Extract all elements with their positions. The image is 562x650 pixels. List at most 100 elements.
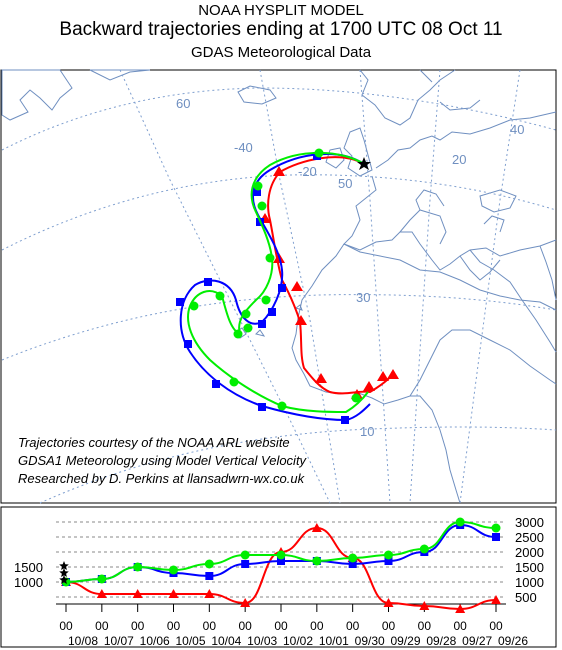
grid-label-lat-50: 50 xyxy=(338,176,352,191)
series-marker-circle xyxy=(204,559,214,569)
xlabel-date: 10/04 xyxy=(211,634,241,648)
marker-green xyxy=(314,148,324,158)
marker-red xyxy=(377,371,389,381)
start-star xyxy=(59,568,69,577)
marker-red xyxy=(315,373,327,383)
marker-green xyxy=(351,393,361,403)
model-name: NOAA HYSPLIT MODEL xyxy=(198,2,364,19)
map-graticule xyxy=(1,69,557,504)
marker-red xyxy=(273,166,285,176)
chart-title: Backward trajectories ending at 1700 UTC… xyxy=(59,19,503,40)
xlabel-time: 00 xyxy=(453,619,467,633)
series-marker-circle xyxy=(491,523,501,533)
start-star xyxy=(59,575,69,584)
marker-blue xyxy=(258,320,266,328)
xlabel-time: 00 xyxy=(489,619,503,633)
trajectory-red xyxy=(259,156,399,399)
height-chart-lines xyxy=(61,517,501,613)
xlabel-time: 00 xyxy=(131,619,145,633)
height-chart-grid xyxy=(56,521,506,612)
xlabel-date: 09/30 xyxy=(355,634,385,648)
map-frame xyxy=(0,69,557,504)
credit-line-2: GDSA1 Meteorology using Model Vertical V… xyxy=(18,453,308,468)
marker-blue xyxy=(176,298,184,306)
credit-line-3: Researched by D. Perkins at llansadwrn-w… xyxy=(18,471,306,486)
marker-green xyxy=(253,181,263,191)
marker-green xyxy=(243,323,253,333)
marker-green xyxy=(261,295,271,305)
series-marker-circle xyxy=(97,574,107,584)
marker-green xyxy=(189,301,199,311)
marker-blue xyxy=(341,416,349,424)
ylabel-right: 3000 xyxy=(515,515,544,530)
series-marker-square xyxy=(384,557,393,565)
series-marker-circle xyxy=(419,544,429,554)
xlabel-time: 00 xyxy=(238,619,252,633)
source-star xyxy=(357,157,371,170)
series-marker-square xyxy=(277,557,285,565)
xlabel-time: 00 xyxy=(346,619,360,633)
xlabel-date: 10/06 xyxy=(140,634,170,648)
ylabel-right: 2500 xyxy=(515,530,544,545)
trajectory-green xyxy=(187,148,369,414)
marker-green xyxy=(229,377,239,387)
xlabel-date: 10/07 xyxy=(104,634,134,648)
series-marker-square xyxy=(205,572,214,580)
series-marker-triangle xyxy=(240,598,251,607)
marker-blue xyxy=(184,340,192,348)
marker-blue xyxy=(253,188,261,196)
marker-green xyxy=(265,253,275,263)
xlabel-date: 09/27 xyxy=(462,634,492,648)
map-grid-labels: 60 50 40 30 -40 -20 20 10 xyxy=(176,96,524,439)
marker-green xyxy=(215,291,225,301)
series-marker-circle xyxy=(312,556,322,566)
xlabel-date: 09/28 xyxy=(426,634,456,648)
xlabel-date: 10/05 xyxy=(175,634,205,648)
xlabel-date: 10/02 xyxy=(283,634,313,648)
xlabel-date: 09/26 xyxy=(498,634,528,648)
marker-blue xyxy=(268,308,276,316)
series-marker-triangle xyxy=(491,595,501,604)
series-marker-circle xyxy=(133,562,143,572)
grid-label-lon-40: 40 xyxy=(510,122,524,137)
marker-blue xyxy=(204,278,212,286)
ylabel-right: 1500 xyxy=(515,560,544,575)
ylabel-right: 2000 xyxy=(515,545,544,560)
marker-green xyxy=(277,401,287,411)
xlabel-time: 00 xyxy=(95,619,109,633)
xlabel-time: 00 xyxy=(382,619,396,633)
start-star xyxy=(59,561,69,570)
map-coastlines xyxy=(1,69,557,504)
series-marker-triangle xyxy=(132,589,143,598)
series-marker-triangle xyxy=(204,589,215,598)
series-marker-circle xyxy=(384,550,393,560)
series-marker-circle xyxy=(240,550,250,560)
ylabel-left: 1000 xyxy=(14,575,43,590)
marker-green xyxy=(257,201,267,211)
xlabel-time: 00 xyxy=(167,619,181,633)
series-marker-square xyxy=(348,560,357,568)
marker-blue xyxy=(258,403,266,411)
marker-green xyxy=(233,329,243,339)
series-marker-square xyxy=(492,533,500,541)
height-chart-frame xyxy=(0,506,557,648)
xlabel-time: 00 xyxy=(418,619,432,633)
credit-line-1: Trajectories courtesy of the NOAA ARL we… xyxy=(18,435,290,450)
xlabel-date: 10/08 xyxy=(68,634,98,648)
trajectory-blue xyxy=(176,152,371,424)
grid-label-lat-60: 60 xyxy=(176,96,190,111)
ylabel-right: 500 xyxy=(515,590,537,605)
series-marker-triangle xyxy=(383,598,394,607)
series-marker-circle xyxy=(276,550,286,560)
ylabel-right: 1000 xyxy=(515,575,544,590)
xlabel-time: 00 xyxy=(274,619,288,633)
xlabel-date: 09/29 xyxy=(390,634,420,648)
marker-red xyxy=(363,381,375,391)
xlabel-time: 00 xyxy=(203,619,217,633)
series-marker-triangle xyxy=(455,604,466,613)
grid-label-lat-30: 30 xyxy=(356,290,370,305)
series-marker-circle xyxy=(169,565,178,575)
xlabel-date: 10/01 xyxy=(319,634,349,648)
